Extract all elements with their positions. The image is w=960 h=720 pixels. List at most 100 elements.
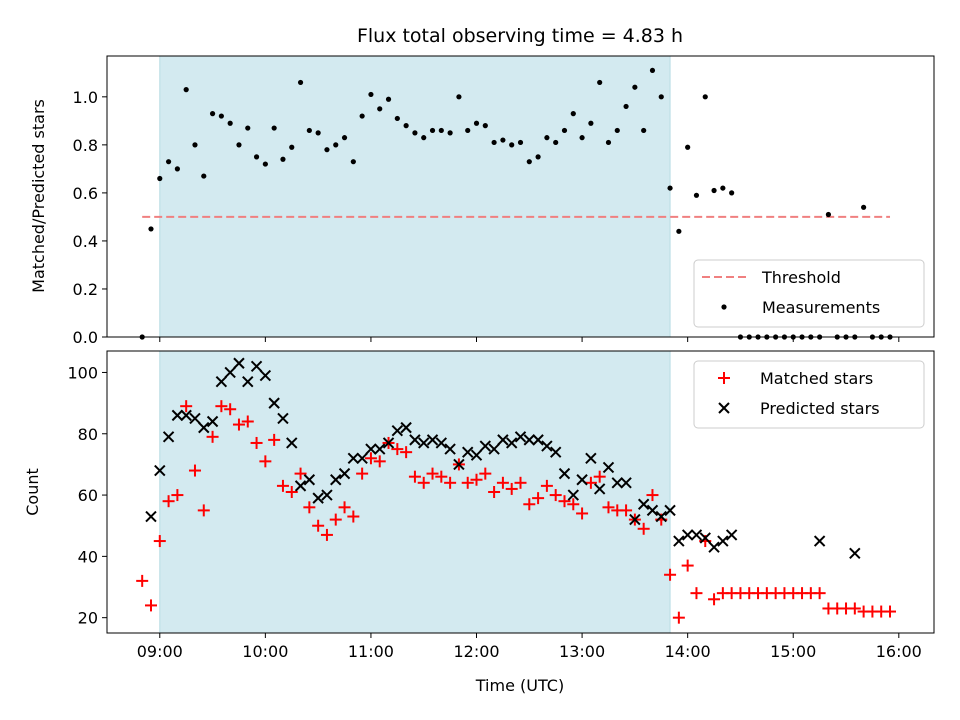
measurement-point [429, 127, 436, 134]
matched-stars-point [320, 528, 333, 541]
measurement-point [702, 94, 708, 100]
ratio-ytick-label: 0.2 [73, 280, 98, 299]
matched-stars-point [144, 599, 157, 612]
matched-stars-point [294, 467, 307, 480]
predicted-stars-point [356, 452, 368, 464]
predicted-stars-point [382, 437, 395, 449]
measurement-point [685, 144, 691, 150]
count-plot-frame [106, 350, 935, 634]
measurement-point [720, 185, 726, 191]
xtick-label: 14:00 [665, 642, 711, 661]
matched-stars-point [690, 587, 703, 600]
matched-stars-point [602, 501, 615, 514]
matched-stars-point [356, 467, 369, 480]
matched-stars-point [303, 501, 316, 514]
predicted-stars-point [435, 437, 448, 449]
predicted-stars-point [567, 489, 579, 501]
measurement-point [825, 211, 832, 218]
matched-stars-point [400, 446, 413, 459]
xtick-label: 13:00 [559, 642, 605, 661]
measurement-point [482, 123, 488, 129]
matched-stars-point [197, 504, 210, 517]
predicted-stars-point [593, 483, 606, 495]
predicted-stars-point [708, 541, 720, 553]
predicted-stars-point [250, 360, 263, 373]
measurement-point [535, 154, 541, 160]
measurement-point [236, 142, 242, 148]
matched-stars-point [496, 476, 509, 489]
measurement-point [157, 175, 163, 182]
ratio-legend: Threshold Measurements [693, 259, 925, 328]
measurement-point [641, 127, 647, 134]
measurement-point [209, 111, 216, 117]
predicted-stars-point [426, 434, 439, 446]
xtick-label: 09:00 [137, 642, 183, 661]
ratio-ytick-label: 0.4 [73, 232, 98, 251]
matched-stars-point [523, 498, 536, 511]
predicted-stars-point [453, 458, 465, 471]
predicted-stars-point [294, 480, 307, 492]
measurement-point [649, 67, 656, 74]
measurement-point [148, 226, 154, 232]
measurement-point [517, 139, 524, 146]
measurement-point [447, 130, 453, 136]
predicted-stars-point [198, 421, 210, 434]
measurement-point [412, 130, 418, 136]
predicted-stars-point [646, 504, 659, 517]
legend-matched-label: Matched stars [760, 369, 873, 388]
measurement-point [253, 154, 260, 160]
measurement-point [579, 135, 585, 141]
matched-stars-point [444, 476, 457, 489]
matched-stars-point [488, 486, 501, 498]
predicted-stars-point [585, 452, 597, 464]
predicted-stars-point [497, 434, 509, 446]
predicted-stars-point [162, 431, 175, 443]
matched-stars-point [312, 519, 325, 532]
matched-stars-point [171, 489, 184, 502]
predicted-stars-point [549, 446, 562, 458]
predicted-stars-point [268, 397, 280, 409]
measurement-point [403, 123, 409, 129]
predicted-stars-point [813, 535, 826, 547]
measurement-point [394, 115, 400, 122]
matched-stars-point [470, 473, 483, 486]
measurement-point [368, 91, 374, 98]
predicted-stars-point [514, 431, 527, 443]
measurement-point [324, 147, 330, 153]
measurement-point [456, 94, 462, 100]
measurement-point [597, 79, 603, 86]
legend-measurements-swatch [721, 304, 727, 310]
measurement-point [297, 79, 304, 86]
matched-stars-point [532, 492, 545, 505]
xtick-label: 16:00 [876, 642, 922, 661]
matched-stars-point [637, 522, 650, 535]
ratio-plot-frame [106, 55, 935, 338]
ratio-ytick-label: 1.0 [73, 88, 98, 107]
matched-stars-point [153, 535, 166, 548]
predicted-stars-point [338, 467, 351, 480]
measurement-point [280, 156, 286, 162]
measurement-point [341, 135, 348, 141]
predicted-stars-point [180, 409, 192, 422]
measurement-point [183, 87, 189, 93]
matched-stars-point [813, 587, 826, 600]
xtick-label: 12:00 [453, 642, 499, 661]
measurement-point [289, 144, 295, 150]
matched-stars-point [479, 467, 492, 480]
predicted-stars-point [620, 477, 632, 489]
measurement-point [588, 120, 594, 126]
predicted-stars-point [673, 535, 685, 547]
chart-title: Flux total observing time = 4.83 h [357, 25, 683, 47]
matched-stars-point [206, 430, 219, 443]
count-ytick-label: 100 [67, 363, 98, 382]
count-panel: 20 40 60 80 100 09:00 10:00 11:00 12:00 13:00 14:… [23, 350, 935, 695]
matched-stars-point [549, 489, 562, 502]
predicted-stars-point [532, 434, 544, 446]
count-y-axis-label: Count [23, 468, 42, 516]
measurement-point [201, 173, 207, 179]
measurement-point [359, 113, 365, 119]
measurement-point [174, 166, 180, 172]
predicted-stars-point [154, 464, 166, 477]
predicted-stars-point [602, 461, 615, 474]
count-ytick-label: 80 [78, 425, 98, 444]
